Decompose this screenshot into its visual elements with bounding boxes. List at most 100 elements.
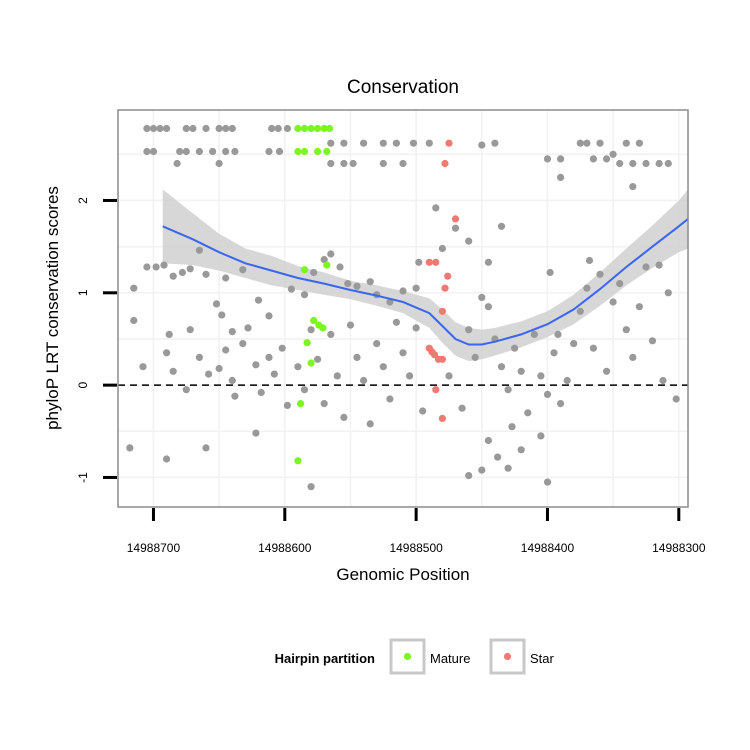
point-other-119: [333, 372, 341, 380]
point-other-72: [202, 270, 210, 278]
point-other-181: [537, 432, 545, 440]
point-other-168: [672, 395, 680, 403]
point-other-16: [182, 147, 190, 156]
point-other-39: [327, 159, 335, 168]
point-other-107: [252, 361, 260, 369]
point-other-178: [494, 453, 502, 461]
point-other-136: [471, 353, 479, 361]
point-star-13: [432, 386, 440, 394]
point-other-29: [392, 139, 400, 147]
point-mature-18: [294, 457, 302, 465]
point-other-14: [149, 147, 158, 156]
point-other-167: [664, 289, 672, 297]
point-other-4: [182, 124, 190, 133]
point-other-26: [340, 139, 348, 147]
point-other-157: [603, 367, 611, 375]
point-star-2: [451, 215, 460, 223]
point-mature-8: [314, 147, 322, 156]
point-other-47: [603, 155, 611, 163]
point-mature-1: [300, 124, 309, 133]
point-other-116: [314, 355, 322, 363]
point-other-111: [278, 344, 286, 352]
point-other-91: [399, 287, 407, 295]
point-other-43: [399, 159, 407, 168]
y-tick-label-0: -1: [76, 472, 90, 483]
point-other-92: [412, 284, 420, 292]
point-other-135: [465, 326, 473, 334]
point-other-78: [254, 296, 263, 304]
point-other-19: [222, 147, 230, 156]
point-other-153: [583, 284, 591, 292]
point-other-25: [327, 139, 335, 147]
point-other-51: [655, 159, 663, 168]
point-other-110: [270, 370, 278, 378]
point-other-71: [195, 246, 203, 254]
point-other-12: [283, 124, 291, 133]
point-other-184: [508, 423, 516, 431]
point-other-57: [438, 244, 446, 253]
chart-title: Conservation: [347, 77, 459, 98]
point-other-55: [629, 183, 637, 191]
point-other-81: [300, 291, 309, 299]
point-other-123: [360, 376, 368, 385]
points-layer: [126, 124, 680, 491]
point-other-114: [300, 386, 309, 394]
point-other-100: [205, 370, 213, 378]
point-other-171: [126, 444, 134, 452]
point-other-60: [497, 222, 506, 230]
point-other-32: [478, 141, 486, 149]
point-other-183: [478, 466, 486, 474]
point-mature-12: [310, 316, 318, 325]
point-other-73: [212, 300, 221, 308]
point-other-66: [160, 261, 168, 269]
point-other-49: [629, 159, 637, 168]
point-other-35: [583, 139, 591, 147]
point-other-118: [327, 330, 335, 338]
y-axis: -1 0 1 2: [76, 197, 117, 483]
point-other-67: [165, 330, 173, 338]
point-mature-2: [307, 124, 315, 133]
point-mature-7: [300, 147, 309, 156]
point-other-40: [340, 159, 348, 168]
point-other-93: [130, 316, 138, 325]
point-other-117: [320, 400, 328, 408]
point-other-15: [176, 147, 184, 156]
point-other-38: [635, 139, 644, 147]
point-other-128: [392, 318, 400, 326]
point-other-20: [231, 147, 239, 156]
point-other-172: [163, 455, 171, 463]
point-other-9: [228, 124, 236, 133]
point-star-7: [438, 307, 446, 315]
point-other-169: [546, 268, 554, 277]
point-other-68: [169, 272, 177, 280]
point-other-166: [659, 376, 667, 385]
point-other-173: [202, 444, 210, 452]
point-other-102: [222, 346, 230, 354]
point-other-50: [642, 159, 650, 168]
point-other-125: [373, 340, 381, 348]
point-other-10: [268, 124, 276, 133]
point-other-143: [517, 367, 525, 375]
point-other-34: [576, 139, 584, 147]
point-mature-16: [307, 359, 315, 367]
point-other-83: [320, 256, 328, 264]
point-other-44: [543, 155, 552, 163]
point-other-131: [412, 324, 420, 332]
point-other-88: [366, 278, 374, 286]
point-star-4: [432, 258, 440, 266]
x-tick-label-2: 14988500: [389, 541, 443, 555]
point-other-103: [228, 376, 236, 385]
point-other-0: [143, 124, 151, 133]
point-other-5: [189, 124, 197, 133]
point-other-23: [173, 159, 181, 168]
x-tick-label-3: 14988400: [521, 541, 575, 555]
point-other-146: [537, 372, 545, 380]
point-mature-5: [325, 124, 334, 133]
smooth-line-layer: [162, 218, 689, 346]
point-other-129: [399, 349, 407, 357]
point-other-41: [349, 159, 357, 168]
point-mature-3: [314, 124, 322, 133]
point-other-85: [336, 263, 344, 271]
point-other-162: [635, 303, 644, 311]
point-other-61: [451, 224, 460, 232]
